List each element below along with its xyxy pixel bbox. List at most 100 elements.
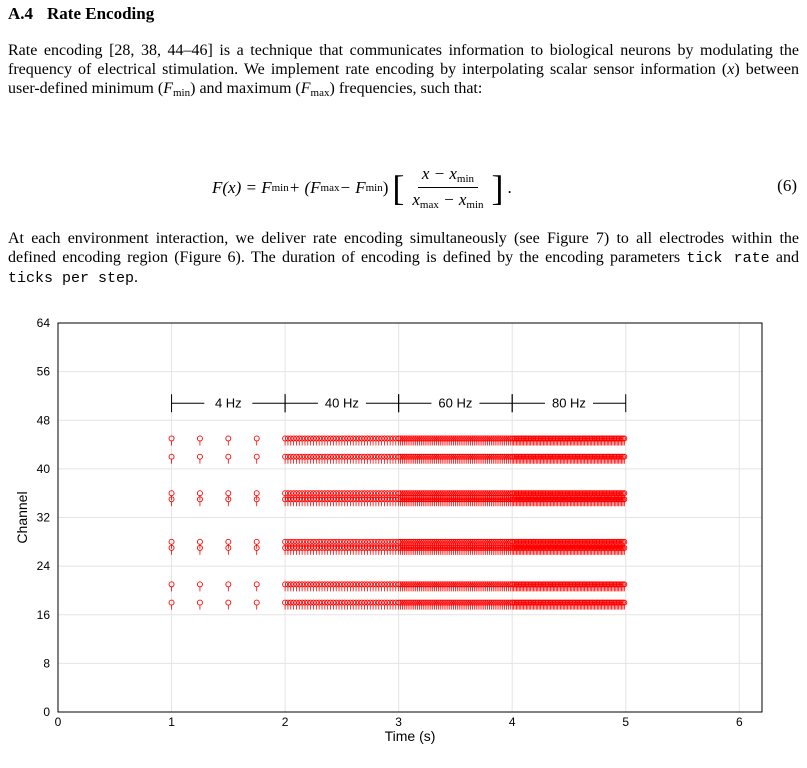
stem-marker [324,453,331,460]
stem-marker [338,538,345,545]
stem-marker [370,599,377,606]
stem-marker [375,435,382,442]
stem-marker [501,490,508,497]
stem-marker [364,435,371,442]
stem-marker [341,453,348,460]
stem-marker [494,453,501,460]
stem-marker [290,581,297,588]
stem-marker [293,581,300,588]
stem-marker [319,581,325,588]
stem-marker [420,435,427,442]
stem-marker [497,581,504,588]
stem-marker [446,599,453,606]
stem-marker [422,435,429,442]
stem-marker [424,435,430,442]
stem-marker [621,435,628,442]
eq-sub: min [365,181,383,194]
stem-marker [497,435,504,442]
y-tick-label: 40 [37,462,51,476]
stem-marker [299,599,306,606]
stem-marker [341,581,348,588]
stem-marker [454,581,461,588]
stem-marker [282,581,289,588]
stem-marker [336,581,342,588]
stem-marker [350,581,357,588]
stem-marker [412,435,419,442]
stem-marker [302,581,308,588]
section-title: Rate Encoding [47,4,155,23]
stem-marker [469,453,476,460]
section-number: A.4 [8,4,34,23]
stem-marker [461,435,468,442]
stem-marker [196,435,203,442]
paragraph-1-text: ) and maximum ( [190,80,301,97]
stem-marker [495,490,502,497]
stem-marker [387,453,394,460]
stem-marker [456,599,463,606]
stem-marker [321,453,328,460]
stem-marker [344,599,351,606]
eq-bracketed-fraction: [ x − xmin xmax − xmin ] [392,164,503,211]
stem-marker [424,453,430,460]
stem-marker [168,538,175,545]
stem-marker [471,490,478,497]
stem-marker [361,581,368,588]
stem-marker [307,435,314,442]
stem-marker [316,538,323,545]
stem-marker [364,490,371,497]
stem-marker [333,490,340,497]
stem-marker [378,453,385,460]
stem-marker [420,581,427,588]
eq-bracket-open: [ [392,167,405,208]
stem-marker [492,453,499,460]
stem-marker [490,490,497,497]
stem-marker [467,435,474,442]
y-tick-label: 24 [37,559,51,573]
stem-marker [370,581,377,588]
stem-marker [414,538,421,545]
stem-marker [287,538,294,545]
stem-marker [336,453,342,460]
stem-marker [330,538,337,545]
stem-marker [410,453,417,460]
stem-marker [425,453,432,460]
stem-marker [469,581,476,588]
stem-marker [319,538,325,545]
stem-marker [313,453,320,460]
stem-marker [405,538,412,545]
stem-marker [403,435,410,442]
x-axis-label: Time (s) [385,728,436,744]
stem-marker [414,453,421,460]
frequency-label: 60 Hz [438,396,472,411]
stem-marker [410,599,417,606]
stem-marker [381,599,388,606]
stem-marker [495,453,502,460]
stem-marker [401,581,408,588]
stem-marker [418,538,425,545]
stem-marker [390,599,396,606]
stem-marker [501,538,508,545]
stem-marker [437,599,444,606]
stem-marker [492,599,499,606]
stem-marker [253,435,260,442]
stem-marker [465,453,472,460]
stem-marker [375,490,382,497]
stem-marker [321,599,328,606]
stem-marker [621,599,628,606]
stem-marker [446,538,453,545]
paragraph-2-text: and [769,249,800,266]
y-tick-label: 0 [43,705,50,719]
stem-marker [313,435,320,442]
stem-marker [367,435,374,442]
stem-marker [310,538,317,545]
stem-marker [372,453,379,460]
stem-marker [304,435,311,442]
stem-marker [412,581,419,588]
stem-marker [439,453,446,460]
stem-marker [429,435,436,442]
stem-marker [225,435,232,442]
stem-marker [407,599,413,606]
stem-marker [486,435,493,442]
stem-marker [347,581,354,588]
stem-marker [621,581,628,588]
